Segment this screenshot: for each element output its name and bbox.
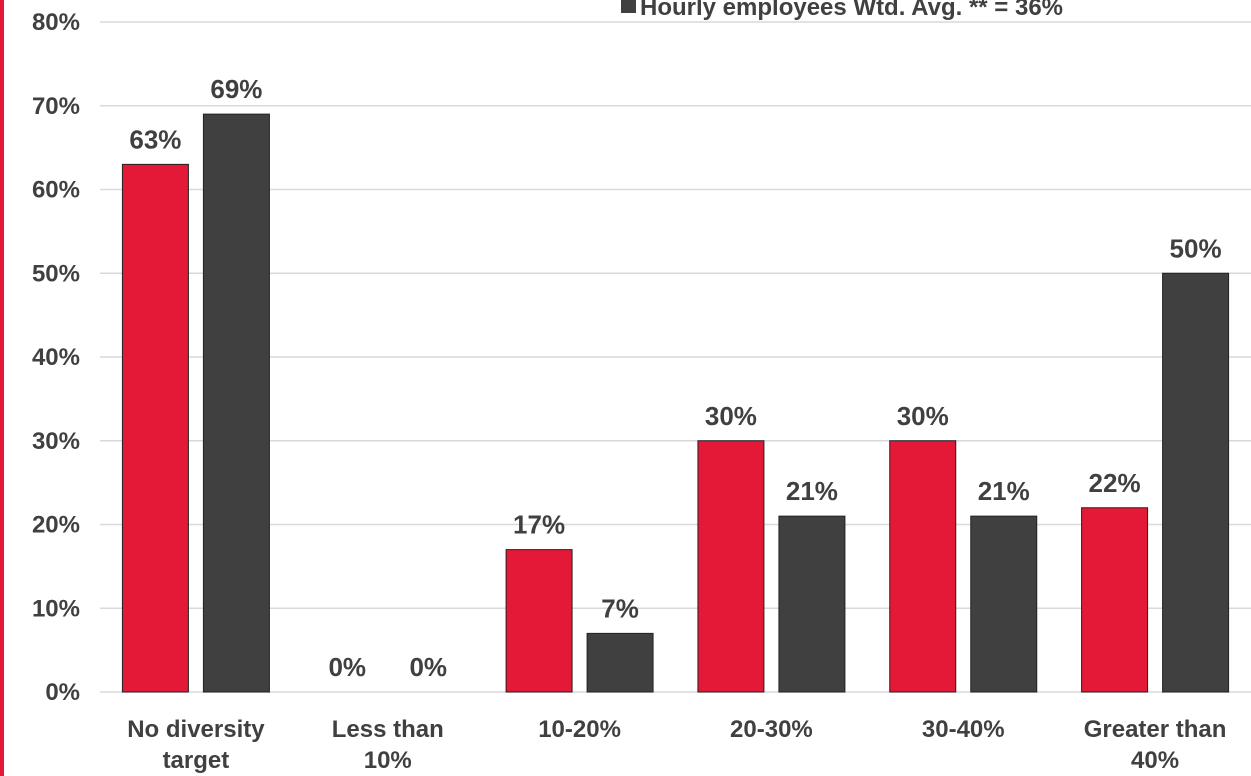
data-label: 50% [1170, 233, 1222, 263]
y-tick-label: 80% [32, 9, 80, 36]
legend-swatch [621, 0, 636, 13]
grid-lines [100, 21, 1251, 693]
data-label: 21% [786, 476, 838, 506]
bar [586, 632, 654, 693]
category-label: 30-40% [922, 716, 1005, 743]
data-label: 21% [978, 476, 1030, 506]
data-label: 7% [601, 593, 639, 623]
legend-label: Hourly employees Wtd. Avg. ** = 36% [640, 0, 1063, 21]
y-tick-label: 70% [32, 93, 80, 120]
y-tick-label: 60% [32, 177, 80, 204]
category-label-line: target [163, 747, 230, 774]
data-label: 0% [328, 652, 366, 682]
category-label: 10-20% [538, 716, 621, 743]
bars [121, 113, 1230, 693]
category-label-line: Less than [332, 716, 444, 743]
data-label: 0% [409, 652, 447, 682]
bar [1081, 507, 1149, 693]
data-label: 69% [210, 74, 262, 104]
category-label-line: 30-40% [922, 716, 1005, 743]
y-tick-label: 10% [32, 595, 80, 622]
left-accent-stripe [0, 0, 4, 776]
bar [697, 440, 765, 693]
category-label: Less than 10% [332, 716, 444, 774]
category-label: No diversity target [127, 716, 265, 774]
category-label-line: 20-30% [730, 716, 813, 743]
bar [1162, 272, 1230, 693]
bar [121, 163, 189, 693]
bar [505, 549, 573, 693]
y-tick-label: 40% [32, 344, 80, 371]
legend: Hourly employees Wtd. Avg. ** = 36% [621, 0, 1063, 21]
bar [970, 515, 1038, 693]
x-axis-category-labels: No diversity target Less than 10% 10-20% 20-3… [127, 716, 1226, 774]
data-label: 22% [1089, 468, 1141, 498]
y-tick-label: 20% [32, 512, 80, 539]
data-label: 30% [897, 401, 949, 431]
category-label: Greater than 40% [1084, 716, 1227, 774]
data-label: 17% [513, 510, 565, 540]
bar [889, 440, 957, 693]
y-axis-tick-labels: 0% 10% 20% 30% 40% 50% 60% 70% 80% [32, 9, 80, 706]
category-label-line: No diversity [127, 716, 265, 743]
category-label-line: 10% [364, 747, 412, 774]
category-label: 20-30% [730, 716, 813, 743]
bar [778, 515, 846, 693]
y-tick-label: 30% [32, 428, 80, 455]
y-tick-label: 50% [32, 260, 80, 287]
data-label: 30% [705, 401, 757, 431]
bar [202, 113, 270, 693]
y-tick-label: 0% [45, 679, 80, 706]
category-label-line: Greater than [1084, 716, 1227, 743]
category-label-line: 10-20% [538, 716, 621, 743]
data-labels: 63% 69% 0% 0% 17% 7% 30% 21% 30% 21% 22% 50% [129, 74, 1221, 682]
category-label-line: 40% [1131, 747, 1179, 774]
data-label: 63% [129, 124, 181, 154]
